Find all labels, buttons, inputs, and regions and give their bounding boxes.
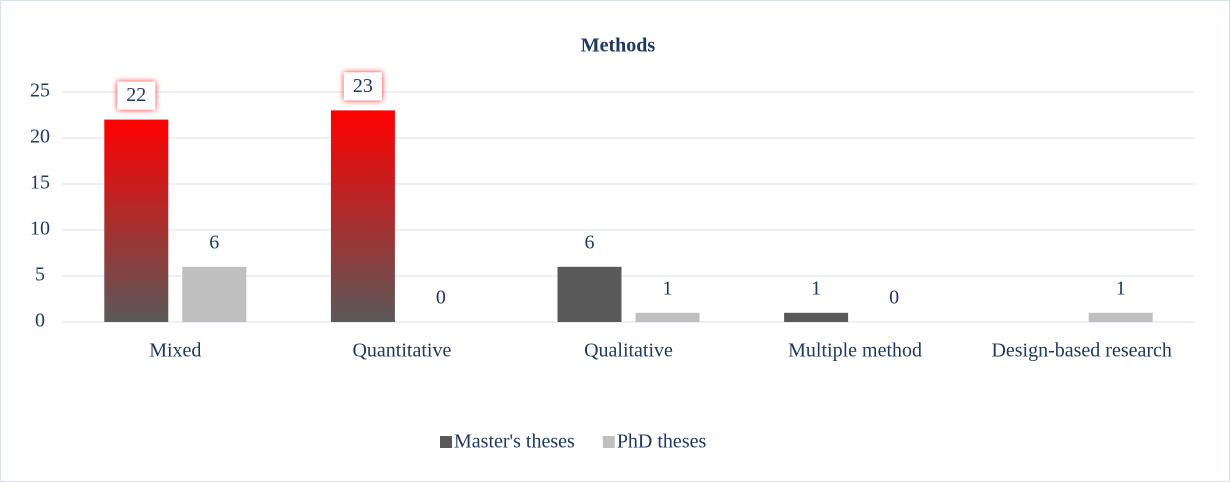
- bar: [635, 312, 700, 322]
- y-tick-label: 25: [30, 80, 50, 102]
- label-box: [117, 81, 156, 110]
- data-label: 1: [811, 277, 821, 299]
- y-tick-label: 15: [30, 172, 50, 194]
- y-tick-label: 5: [35, 264, 45, 286]
- data-label: 0: [889, 287, 899, 309]
- x-tick-label: Qualitative: [584, 340, 673, 362]
- data-label: 22: [126, 84, 146, 106]
- bar: [330, 110, 395, 323]
- legend-swatch: [602, 436, 615, 448]
- y-tick-label: 20: [30, 126, 50, 148]
- label-box: [343, 72, 382, 101]
- data-label: 1: [663, 277, 673, 299]
- bar: [1088, 312, 1153, 322]
- x-tick-label: Design-based research: [991, 340, 1171, 362]
- chart-title: Methods: [581, 35, 656, 57]
- legend-swatch: [440, 436, 452, 448]
- data-label: 23: [353, 75, 373, 97]
- data-label: 6: [585, 231, 595, 253]
- data-label: 1: [1116, 277, 1126, 299]
- data-label: 0: [436, 287, 446, 309]
- bar: [182, 266, 247, 322]
- bar: [104, 119, 169, 322]
- bar: [784, 312, 849, 322]
- x-tick-label: Quantitative: [352, 340, 451, 362]
- x-tick-label: Multiple method: [788, 340, 922, 362]
- x-tick-label: Mixed: [149, 340, 201, 362]
- y-tick-label: 10: [30, 218, 50, 240]
- legend-label: PhD theses: [617, 431, 707, 453]
- bar: [557, 266, 622, 322]
- legend-label: Master's theses: [454, 431, 575, 453]
- y-tick-label: 0: [35, 310, 45, 332]
- data-label: 6: [209, 231, 219, 253]
